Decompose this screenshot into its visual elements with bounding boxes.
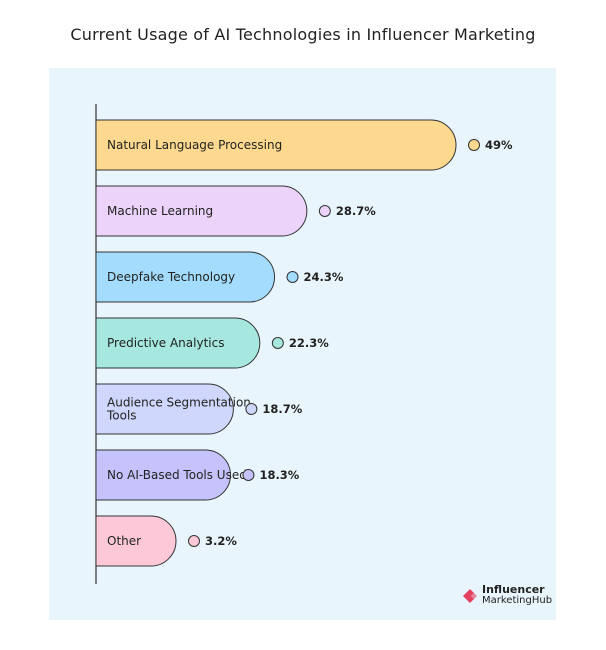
category-label: Predictive Analytics [107,336,224,350]
bar [95,251,275,303]
bar [95,449,231,501]
value-label: 3.2% [205,534,237,548]
value-marker [242,469,255,481]
brand-logo-icon [463,589,477,603]
brand-line1: Influencer [482,583,545,596]
value-marker [286,271,299,283]
category-label: No AI-Based Tools Used [107,468,247,482]
value-marker [318,205,331,217]
category-label: Machine Learning [107,204,213,218]
value-marker [271,337,284,349]
brand-logo: Influencer MarketingHub [462,584,562,608]
category-label: Other [107,534,141,548]
value-label: 22.3% [289,336,329,350]
value-label: 18.3% [259,468,299,482]
bar [95,185,308,237]
chart-title: Current Usage of AI Technologies in Infl… [70,25,536,44]
bar [95,317,261,369]
bar [95,515,177,567]
category-label: Tools [106,409,137,423]
category-label: Natural Language Processing [107,138,282,152]
bar [95,119,457,171]
value-label: 49% [485,138,513,152]
category-label: Deepfake Technology [107,270,235,284]
value-label: 18.7% [262,402,302,416]
value-label: 28.7% [336,204,376,218]
value-marker [245,403,258,415]
value-marker [188,535,200,547]
value-marker [468,139,480,151]
bar [95,383,234,435]
category-label: Audience Segmentation [107,396,251,410]
brand-line2: MarketingHub [482,595,553,606]
value-label: 24.3% [304,270,344,284]
